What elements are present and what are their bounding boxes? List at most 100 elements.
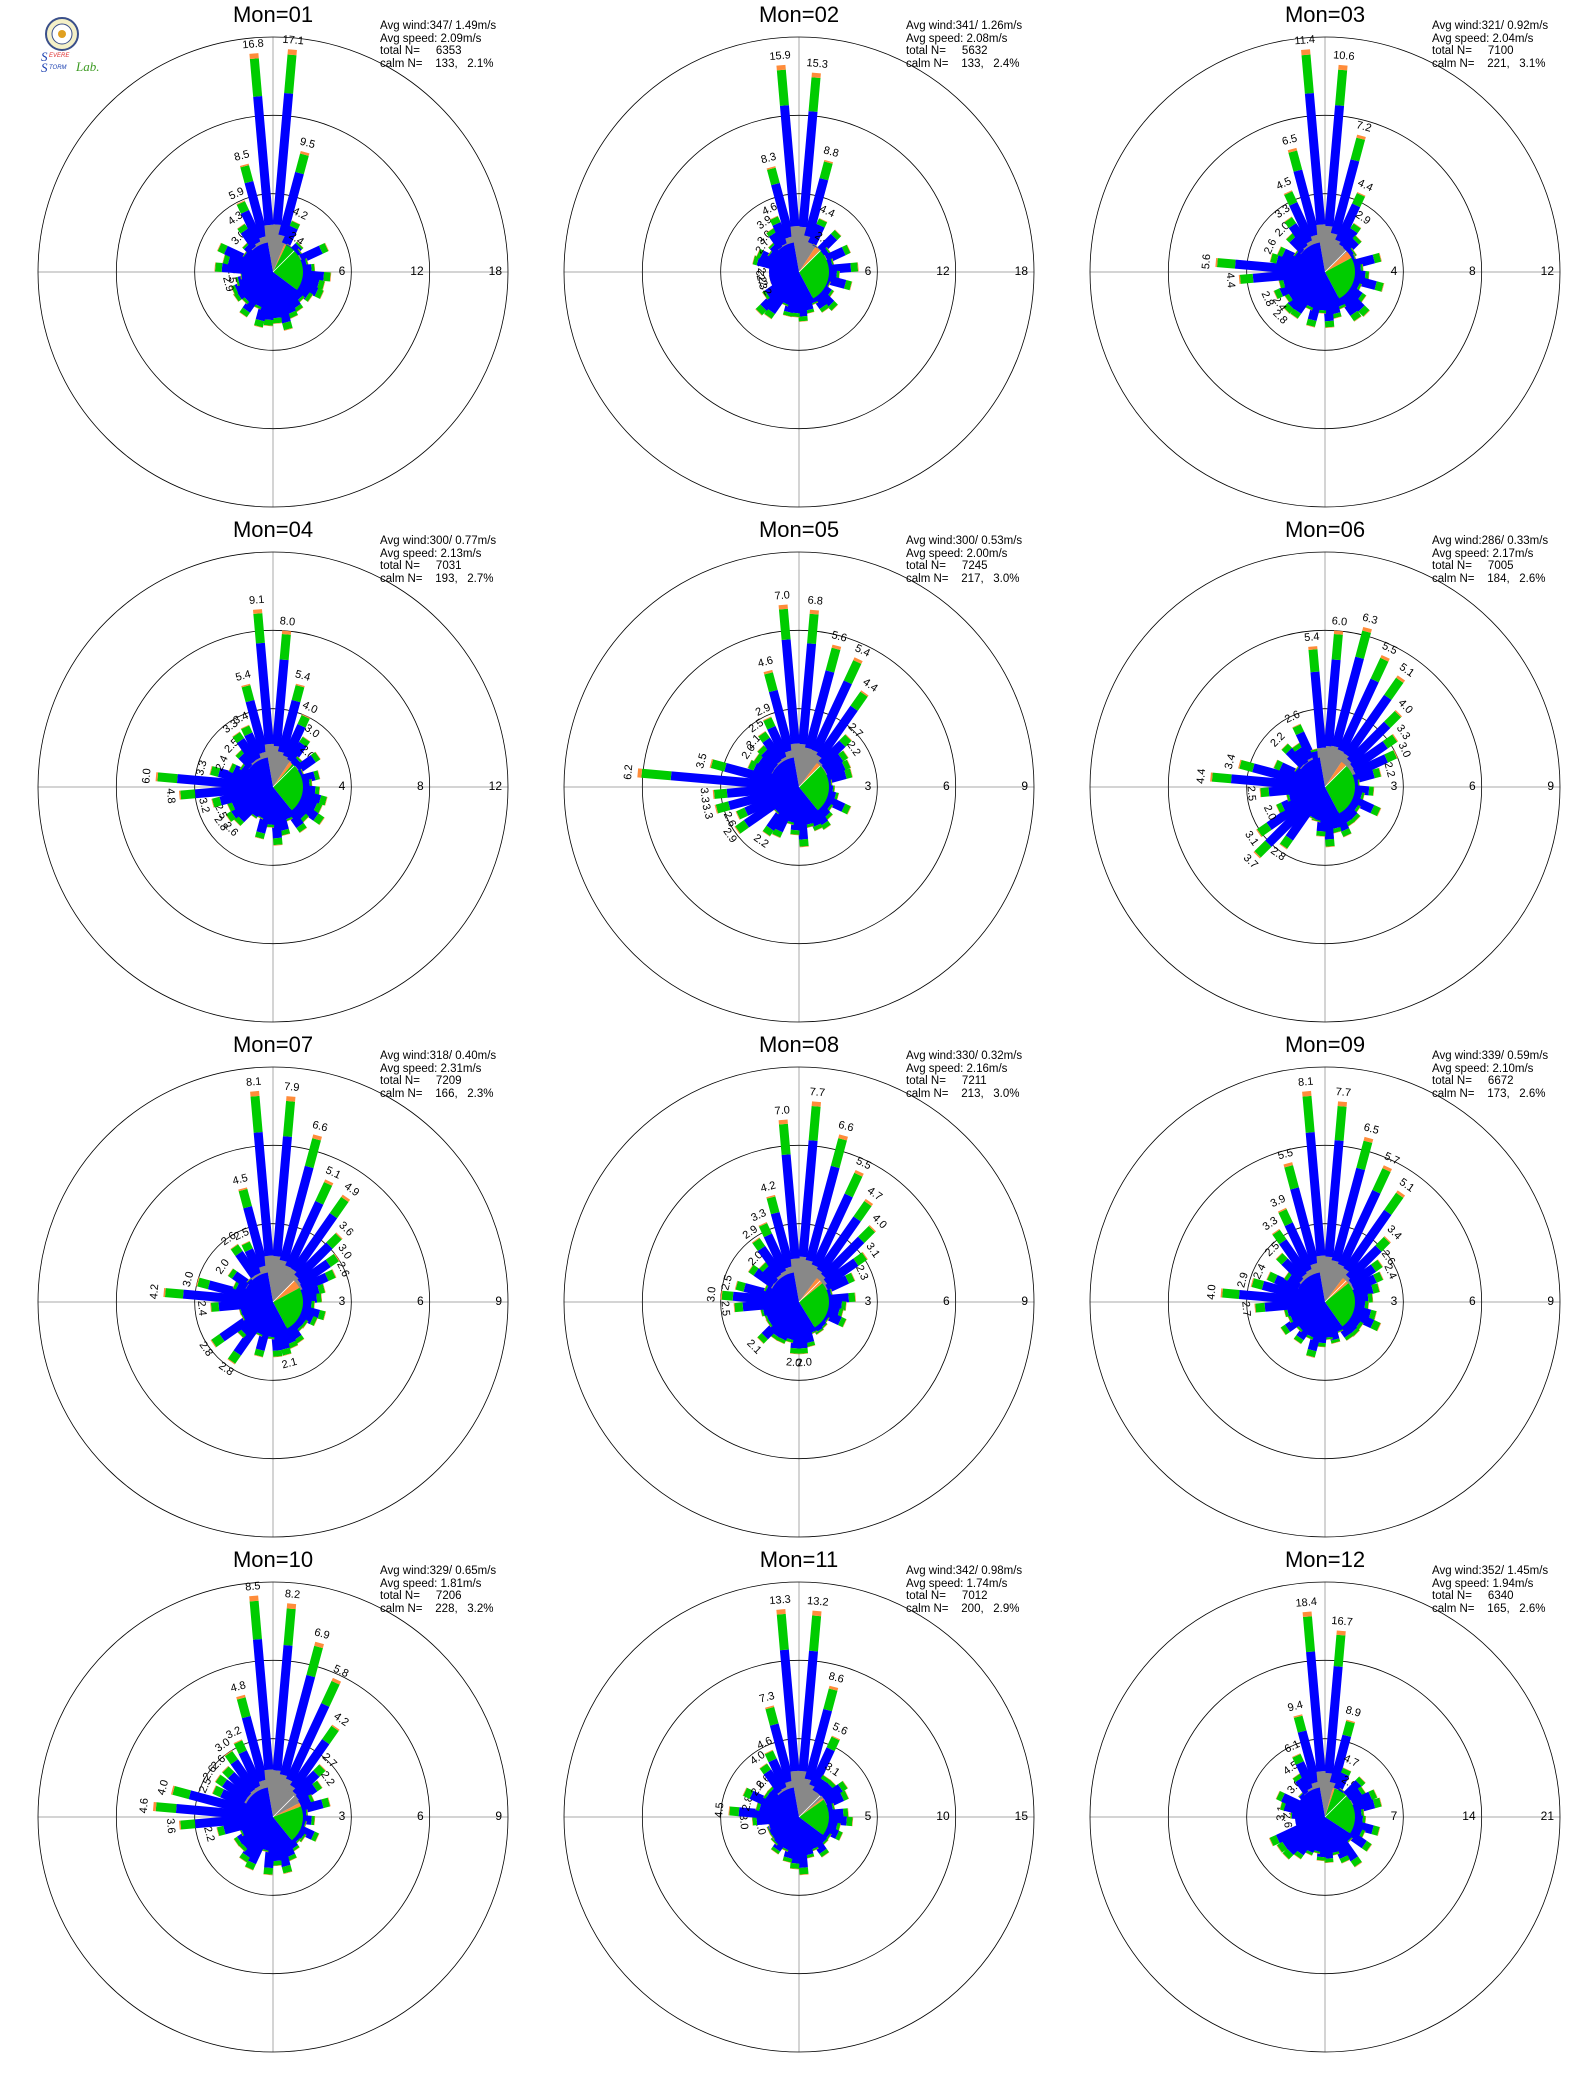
petal-segment [1325,845,1335,848]
petal-segment [1372,767,1382,779]
stat-avg-wind: Avg wind:330/ 0.32m/s [906,1050,1023,1062]
petal-segment [1331,656,1364,748]
petal-value-label: 2.6 [334,1260,351,1279]
petal-bar [1348,794,1382,817]
petal-segment [808,1105,821,1141]
petal-segment [864,1198,874,1207]
range-ring [1167,114,1483,430]
petal-value-label: 13.3 [769,1593,791,1607]
petal-segment [320,1293,323,1303]
center-pie-slice [799,765,829,811]
petal-segment [296,794,318,811]
petal-segment [296,241,304,249]
petal-bar [778,604,802,760]
petal-segment [1273,1274,1302,1295]
petal-segment [1273,759,1278,769]
petal-segment [210,1302,220,1312]
petal-segment [804,670,835,750]
petal-segment [812,823,823,832]
petal-segment [1367,1293,1373,1303]
petal-segment [846,759,852,768]
range-ring [37,1066,509,1538]
petal-segment [1332,316,1342,320]
petal-segment [721,1290,734,1301]
petal-segment [322,1725,339,1745]
petal-segment [224,1750,238,1765]
petal-segment [227,1358,236,1365]
range-ring [1089,1581,1561,2053]
center-pie-slice [1295,1787,1351,1847]
center-pie-slice [243,242,298,303]
petal-value-label: 6.6 [311,1119,329,1135]
petal-segment [1292,1773,1303,1783]
stat-calm-n: calm N= 165, 2.6% [1432,1602,1546,1615]
petal-segment [307,294,314,303]
petal-segment [1355,630,1371,659]
ring-label: 6 [417,1809,424,1823]
petal-bar [1341,288,1370,317]
petal-segment [769,1335,778,1341]
petal-segment [1378,767,1382,777]
petal-segment [323,271,331,282]
center-pie-slice [1319,757,1342,787]
petal-segment [805,825,815,829]
petal-segment [1356,134,1366,140]
ring-label: 4 [339,779,346,793]
petal-segment [1310,671,1327,749]
petal-value-label: 2.0 [1261,803,1278,822]
petal-segment [805,1165,840,1263]
petal-value-label: 5.6 [1200,254,1213,270]
petal-segment [239,307,250,318]
petal-segment [1283,307,1290,314]
petal-segment [1371,1825,1380,1836]
petal-segment [853,1200,872,1222]
wind-rose-panel: Mon=01 Avg wind:347/ 1.49m/s Avg speed: 2.… [10,2,536,525]
petal-value-label: 6.8 [807,594,823,607]
petal-value-label: 11.4 [1294,34,1316,48]
petal-segment [272,322,282,324]
petal-segment [811,1101,822,1107]
petal-segment [816,218,828,228]
petal-value-label: 8.8 [822,144,840,160]
petal-bar [298,1304,327,1321]
petal-segment [817,1782,834,1799]
petal-segment [868,1224,877,1233]
petal-bar [296,279,325,300]
petal-bar [778,1119,802,1275]
petal-segment [281,630,292,635]
petal-segment [1337,1101,1348,1107]
petal-segment [293,303,304,313]
range-ring [1167,629,1483,945]
ring-label: 3 [1391,779,1398,793]
petal-segment [811,72,821,79]
center-pie-slice [769,1272,815,1332]
petal-value-label: 5.5 [1380,640,1399,657]
petal-segment [1252,269,1298,283]
petal-segment [830,229,842,241]
petal-segment [1284,1222,1315,1272]
petal-value-label: 3.2 [196,797,212,815]
petal-segment [790,1770,802,1790]
petal-segment [1302,1611,1312,1618]
stat-total-n: total N= 7245 [906,560,988,573]
petal-segment [1288,222,1311,249]
petal-segment [282,723,306,759]
petal-bar [1290,292,1313,320]
petal-value-label: 16.8 [242,38,264,52]
petal-segment [840,1309,844,1319]
petal-value-label: 2.6 [1283,709,1302,726]
petal-value-label: 2.3 [853,1263,870,1282]
ring-label: 6 [943,779,950,793]
petal-segment [273,844,283,846]
petal-value-label: 3.3 [749,1207,768,1224]
center-pie-slice [799,1798,824,1817]
petal-segment [1316,1342,1326,1348]
petal-segment [176,774,246,790]
stat-avg-wind: Avg wind:352/ 1.45m/s [1432,1565,1549,1577]
petal-segment [1345,1245,1382,1282]
petal-segment [233,1739,243,1745]
petal-segment [1378,252,1382,262]
